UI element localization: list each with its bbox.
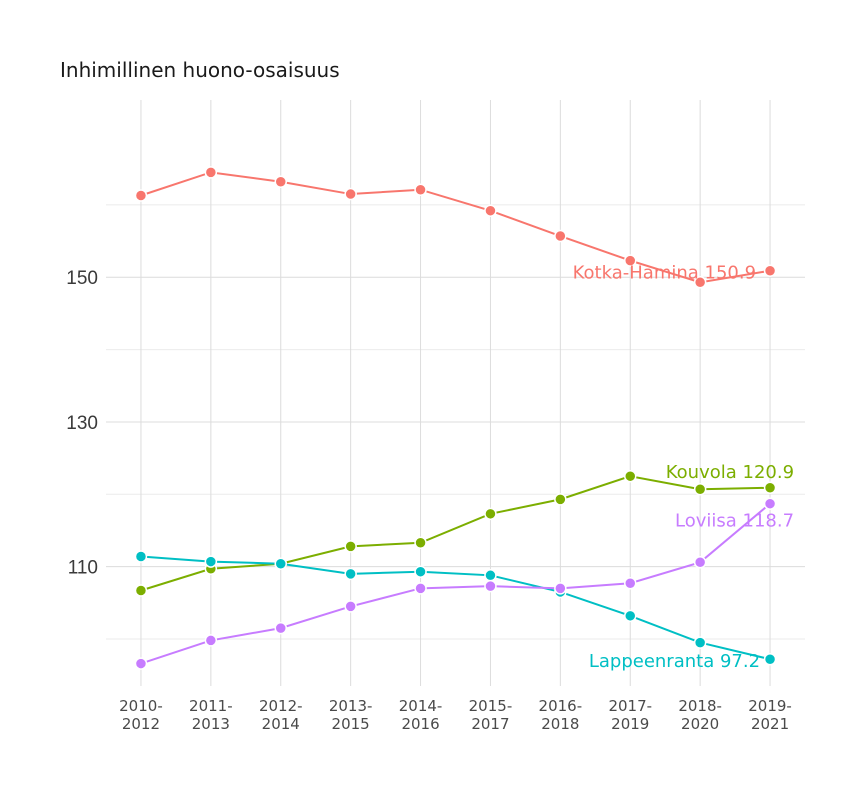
- x-tick-label: 2019-2021: [748, 697, 792, 733]
- x-tick-label: 2014-2016: [399, 697, 443, 733]
- data-point: [693, 556, 707, 569]
- data-point: [693, 482, 707, 496]
- y-tick-label: 130: [66, 413, 98, 434]
- data-point: [134, 657, 148, 670]
- x-tick-label: 2012-2014: [259, 697, 303, 733]
- data-point: [624, 254, 637, 267]
- y-tick-label: 150: [66, 268, 98, 289]
- data-point: [624, 577, 637, 590]
- series-line: [140, 555, 771, 661]
- data-point: [554, 229, 567, 243]
- series-line: [140, 171, 771, 284]
- data-point: [484, 569, 497, 582]
- y-tick-label: 110: [68, 558, 98, 579]
- data-point: [204, 634, 218, 647]
- x-tick-label: 2010-2012: [119, 697, 163, 733]
- data-point: [763, 481, 777, 495]
- series-lappeenranta: Lappeenranta 97.2: [134, 550, 777, 672]
- data-point: [344, 187, 357, 201]
- data-point: [763, 497, 777, 510]
- data-point: [763, 652, 777, 666]
- data-point: [624, 469, 637, 483]
- data-point: [693, 276, 707, 289]
- data-point: [344, 567, 357, 581]
- data-point: [693, 636, 707, 649]
- series-end-label: Loviisa 118.7: [675, 511, 794, 532]
- data-point: [414, 565, 427, 578]
- x-tick-label: 2013-2015: [329, 697, 373, 733]
- data-point: [204, 166, 218, 179]
- grid: [106, 100, 805, 686]
- x-tick-label: 2018-2020: [678, 697, 722, 733]
- data-point: [414, 183, 427, 196]
- data-point: [484, 579, 497, 593]
- data-point: [624, 609, 637, 623]
- data-point: [484, 507, 497, 521]
- data-point: [134, 584, 148, 597]
- x-tick-label: 2011-2013: [189, 697, 233, 733]
- data-point: [344, 540, 357, 553]
- data-point: [274, 557, 287, 570]
- data-point: [344, 600, 357, 613]
- series-end-label: Kotka-Hamina 150.9: [573, 263, 756, 284]
- x-tick-label: 2016-2018: [539, 697, 583, 733]
- data-point: [484, 204, 497, 217]
- data-point: [204, 555, 218, 568]
- series-end-label: Kouvola 120.9: [666, 462, 794, 483]
- series-kotka-hamina: Kotka-Hamina 150.9: [134, 166, 777, 289]
- series-kouvola: Kouvola 120.9: [134, 462, 794, 597]
- data-point: [763, 264, 777, 277]
- series-loviisa: Loviisa 118.7: [134, 497, 794, 670]
- data-point: [274, 175, 287, 189]
- data-point: [554, 493, 567, 506]
- data-point: [134, 189, 148, 202]
- data-point: [274, 621, 287, 635]
- series-group: Kotka-Hamina 150.9 Kouvola 120.9 Lappeenra…: [134, 166, 794, 672]
- data-point: [554, 582, 567, 595]
- data-point: [414, 536, 427, 550]
- x-axis: 2010-2012 2011-2013 2012-2014 2013-2015 2014…: [119, 697, 792, 733]
- y-axis: 110 130 150: [66, 268, 98, 578]
- data-point: [134, 550, 148, 563]
- x-tick-label: 2015-2017: [469, 697, 513, 733]
- series-end-label: Lappeenranta 97.2: [589, 651, 760, 672]
- x-tick-label: 2017-2019: [608, 697, 652, 733]
- chart-title: Inhimillinen huono-osaisuus: [60, 58, 340, 82]
- data-point: [414, 582, 427, 595]
- series-line: [140, 502, 771, 665]
- series-line: [140, 475, 771, 592]
